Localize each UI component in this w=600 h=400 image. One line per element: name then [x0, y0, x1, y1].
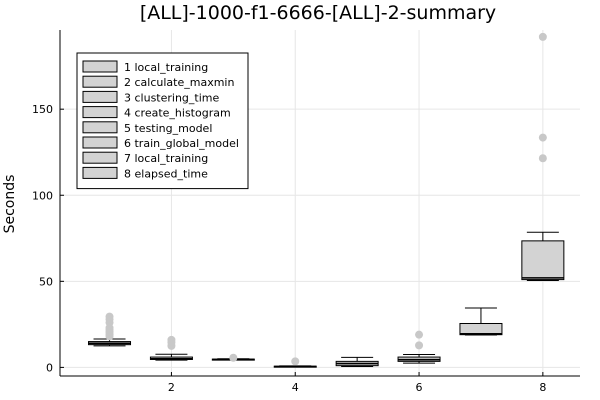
outlier-point: [538, 32, 547, 41]
y-tick-label: 50: [39, 275, 53, 288]
x-tick-label: 2: [168, 381, 175, 394]
legend-swatch: [82, 106, 118, 119]
outlier-point: [538, 154, 547, 163]
legend: 1 local_training 2 calculate_maxmin 3 clus…: [76, 52, 249, 190]
box-6: [397, 330, 441, 364]
axes: 0 50 100 150 2 4 6 8: [32, 30, 580, 394]
chart-title: [ALL]-1000-f1-6666-[ALL]-2-summary: [140, 2, 496, 24]
legend-swatch: [82, 90, 118, 103]
outlier-point: [167, 335, 176, 344]
iqr-box: [521, 240, 565, 281]
legend-label: 3 clustering_time: [124, 91, 219, 104]
box-8: [521, 32, 565, 281]
legend-label: 7 local_training: [124, 152, 208, 165]
box-4: [273, 357, 317, 368]
legend-swatch: [82, 60, 118, 73]
legend-swatch: [82, 166, 118, 179]
x-tick-label: 8: [539, 381, 546, 394]
y-tick-label: 150: [32, 103, 53, 116]
outlier-point: [538, 133, 547, 142]
outlier-point: [105, 312, 114, 321]
legend-label: 4 create_histogram: [124, 107, 231, 120]
legend-entry-1: 1 local_training: [82, 60, 208, 74]
box-1: [88, 312, 132, 347]
y-tick-label: 100: [32, 189, 53, 202]
box-2: [149, 335, 193, 361]
outlier-point: [229, 353, 238, 362]
legend-entry-5: 5 testing_model: [82, 121, 212, 135]
legend-entry-3: 3 clustering_time: [82, 90, 219, 104]
box-7: [459, 307, 503, 336]
y-axis-label: Seconds: [2, 175, 18, 234]
y-tick-label: 0: [46, 361, 53, 374]
legend-entry-8: 8 elapsed_time: [82, 166, 208, 180]
x-tick-label: 6: [416, 381, 423, 394]
x-tick-label: 4: [292, 381, 299, 394]
legend-swatch: [82, 121, 118, 134]
legend-swatch: [82, 151, 118, 164]
outlier-point: [291, 357, 300, 366]
box-series: [88, 32, 565, 368]
legend-label: 5 testing_model: [124, 122, 212, 135]
legend-entry-6: 6 train_global_model: [82, 136, 239, 150]
legend-frame: [76, 52, 249, 190]
legend-label: 2 calculate_maxmin: [124, 76, 234, 89]
legend-entry-2: 2 calculate_maxmin: [82, 75, 234, 89]
outlier-point: [415, 341, 424, 350]
legend-entry-4: 4 create_histogram: [82, 106, 231, 120]
legend-swatch: [82, 136, 118, 149]
legend-entry-7: 7 local_training: [82, 151, 208, 165]
box-3: [211, 353, 255, 362]
legend-label: 8 elapsed_time: [124, 167, 208, 180]
outlier-point: [415, 330, 424, 339]
iqr-box: [459, 322, 503, 336]
legend-label: 1 local_training: [124, 61, 208, 74]
legend-swatch: [82, 75, 118, 88]
box-5: [335, 356, 379, 368]
legend-label: 6 train_global_model: [124, 137, 239, 150]
